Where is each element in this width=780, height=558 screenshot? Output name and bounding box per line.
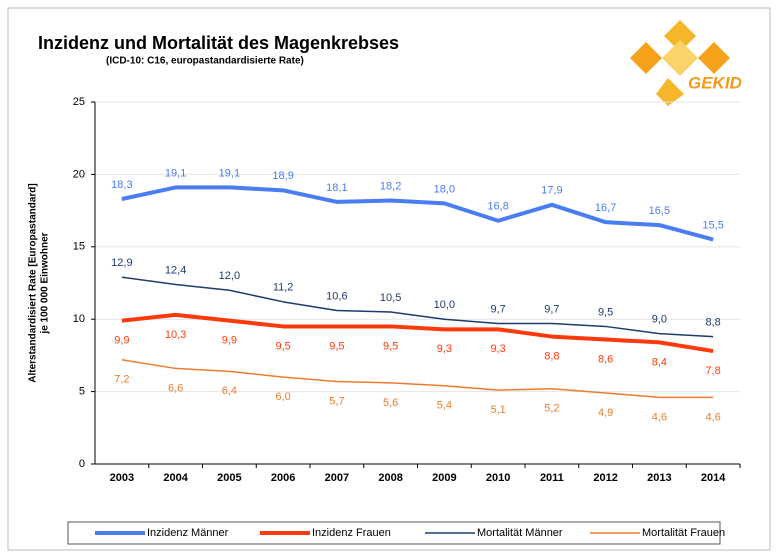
x-tick-label: 2003 (110, 472, 134, 484)
data-label: 18,1 (326, 182, 347, 194)
legend-label: Inzidenz Männer (147, 527, 229, 539)
data-label: 8,8 (705, 316, 720, 328)
data-label: 4,6 (652, 411, 667, 423)
frame (7, 7, 771, 551)
data-label: 9,5 (275, 340, 290, 352)
y-tick-label: 20 (73, 168, 85, 180)
logo-shape (664, 20, 696, 52)
data-label: 4,6 (705, 411, 720, 423)
data-label: 12,4 (165, 264, 186, 276)
chart-title: Inzidenz und Mortalität des Magenkrebses (38, 33, 399, 53)
data-label: 4,9 (598, 407, 613, 419)
data-label: 9,0 (652, 314, 667, 326)
data-label: 7,8 (705, 365, 720, 377)
data-label: 10,0 (434, 299, 455, 311)
data-label: 19,1 (219, 167, 240, 179)
data-label: 9,9 (114, 335, 129, 347)
data-label: 10,3 (165, 329, 186, 341)
logo-shape (698, 42, 730, 74)
data-label: 11,2 (273, 282, 294, 294)
data-label: 8,4 (652, 356, 667, 368)
chart-subtitle: (ICD-10: C16, europastandardisierte Rate… (106, 56, 304, 67)
data-label: 5,2 (544, 403, 559, 415)
legend (67, 521, 721, 545)
logo-shape (656, 78, 684, 106)
data-label: 9,3 (490, 343, 505, 355)
data-label: 5,6 (383, 397, 398, 409)
data-label: 18,9 (272, 170, 293, 182)
data-label: 15,5 (702, 219, 723, 231)
data-label: 5,1 (490, 404, 505, 416)
data-label: 12,0 (219, 270, 240, 282)
data-label: 6,6 (168, 382, 183, 394)
logo-text: GEKID (688, 73, 742, 92)
logo-shape (662, 40, 698, 76)
x-tick-label: 2013 (647, 472, 671, 484)
y-tick-label: 10 (73, 313, 85, 325)
series-line (121, 359, 714, 399)
x-tick-label: 2010 (486, 472, 510, 484)
data-label: 10,5 (380, 292, 401, 304)
data-label: 6,0 (275, 391, 290, 403)
x-tick-label: 2005 (217, 472, 241, 484)
legend-label: Inzidenz Frauen (312, 527, 391, 539)
x-tick-label: 2011 (540, 472, 564, 484)
data-label: 6,4 (222, 385, 237, 397)
x-tick-label: 2014 (701, 472, 726, 484)
data-label: 9,7 (544, 303, 559, 315)
series-line (121, 276, 714, 338)
x-tick-label: 2009 (432, 472, 456, 484)
series-line (121, 312, 714, 354)
data-label: 19,1 (165, 167, 186, 179)
data-label: 10,6 (326, 290, 347, 302)
x-tick-label: 2006 (271, 472, 295, 484)
data-label: 18,3 (111, 179, 132, 191)
legend-label: Mortalität Männer (477, 527, 563, 539)
y-axis-label: je 100 000 Einwohner (40, 232, 51, 334)
data-label: 17,9 (541, 185, 562, 197)
data-label: 9,5 (383, 340, 398, 352)
legend-label: Mortalität Frauen (642, 527, 725, 539)
x-tick-label: 2008 (378, 472, 402, 484)
data-label: 7,2 (114, 374, 129, 386)
y-tick-label: 25 (73, 96, 85, 108)
data-label: 18,2 (380, 180, 401, 192)
y-tick-label: 0 (79, 458, 85, 470)
data-label: 18,0 (434, 183, 455, 195)
series-line (121, 185, 714, 242)
x-tick-label: 2012 (593, 472, 617, 484)
data-label: 9,5 (598, 306, 613, 318)
data-label: 5,4 (437, 400, 452, 412)
data-label: 16,8 (487, 201, 508, 213)
data-label: 8,8 (544, 350, 559, 362)
x-tick-label: 2004 (163, 472, 188, 484)
data-label: 12,9 (111, 257, 132, 269)
y-tick-label: 15 (73, 241, 85, 253)
x-tick-label: 2007 (325, 472, 349, 484)
data-label: 9,5 (329, 340, 344, 352)
data-label: 9,9 (222, 335, 237, 347)
data-label: 9,3 (437, 343, 452, 355)
logo-shape (630, 42, 662, 74)
data-label: 5,7 (329, 395, 344, 407)
data-label: 9,7 (490, 303, 505, 315)
y-axis-label: Alterstandardisiert Rate [Europastandard… (28, 183, 39, 383)
data-label: 8,6 (598, 353, 613, 365)
data-label: 16,5 (649, 205, 670, 217)
data-label: 16,7 (595, 202, 616, 214)
y-tick-label: 5 (79, 386, 85, 398)
logo: GEKID (630, 20, 742, 106)
